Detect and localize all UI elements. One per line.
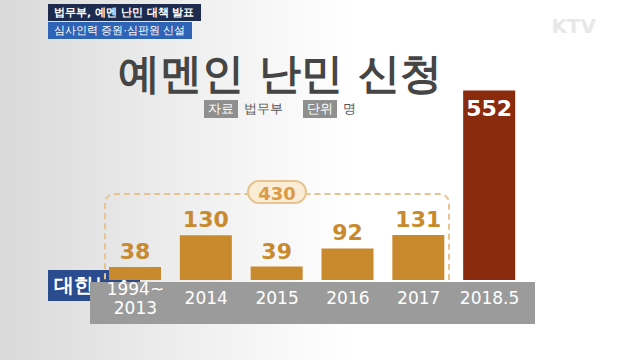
svg-text:130: 130 xyxy=(183,207,229,232)
svg-text:39: 39 xyxy=(261,239,292,264)
svg-text:131: 131 xyxy=(395,207,441,232)
svg-text:1994~: 1994~ xyxy=(107,279,165,299)
svg-text:2013: 2013 xyxy=(114,298,157,318)
svg-text:552: 552 xyxy=(466,96,512,121)
svg-text:92: 92 xyxy=(332,220,363,245)
svg-text:38: 38 xyxy=(120,239,151,264)
svg-text:2015: 2015 xyxy=(255,288,298,308)
svg-text:2016: 2016 xyxy=(326,288,369,308)
svg-text:2018.5: 2018.5 xyxy=(460,288,519,308)
svg-text:2014: 2014 xyxy=(185,288,228,308)
svg-text:2017: 2017 xyxy=(397,288,440,308)
